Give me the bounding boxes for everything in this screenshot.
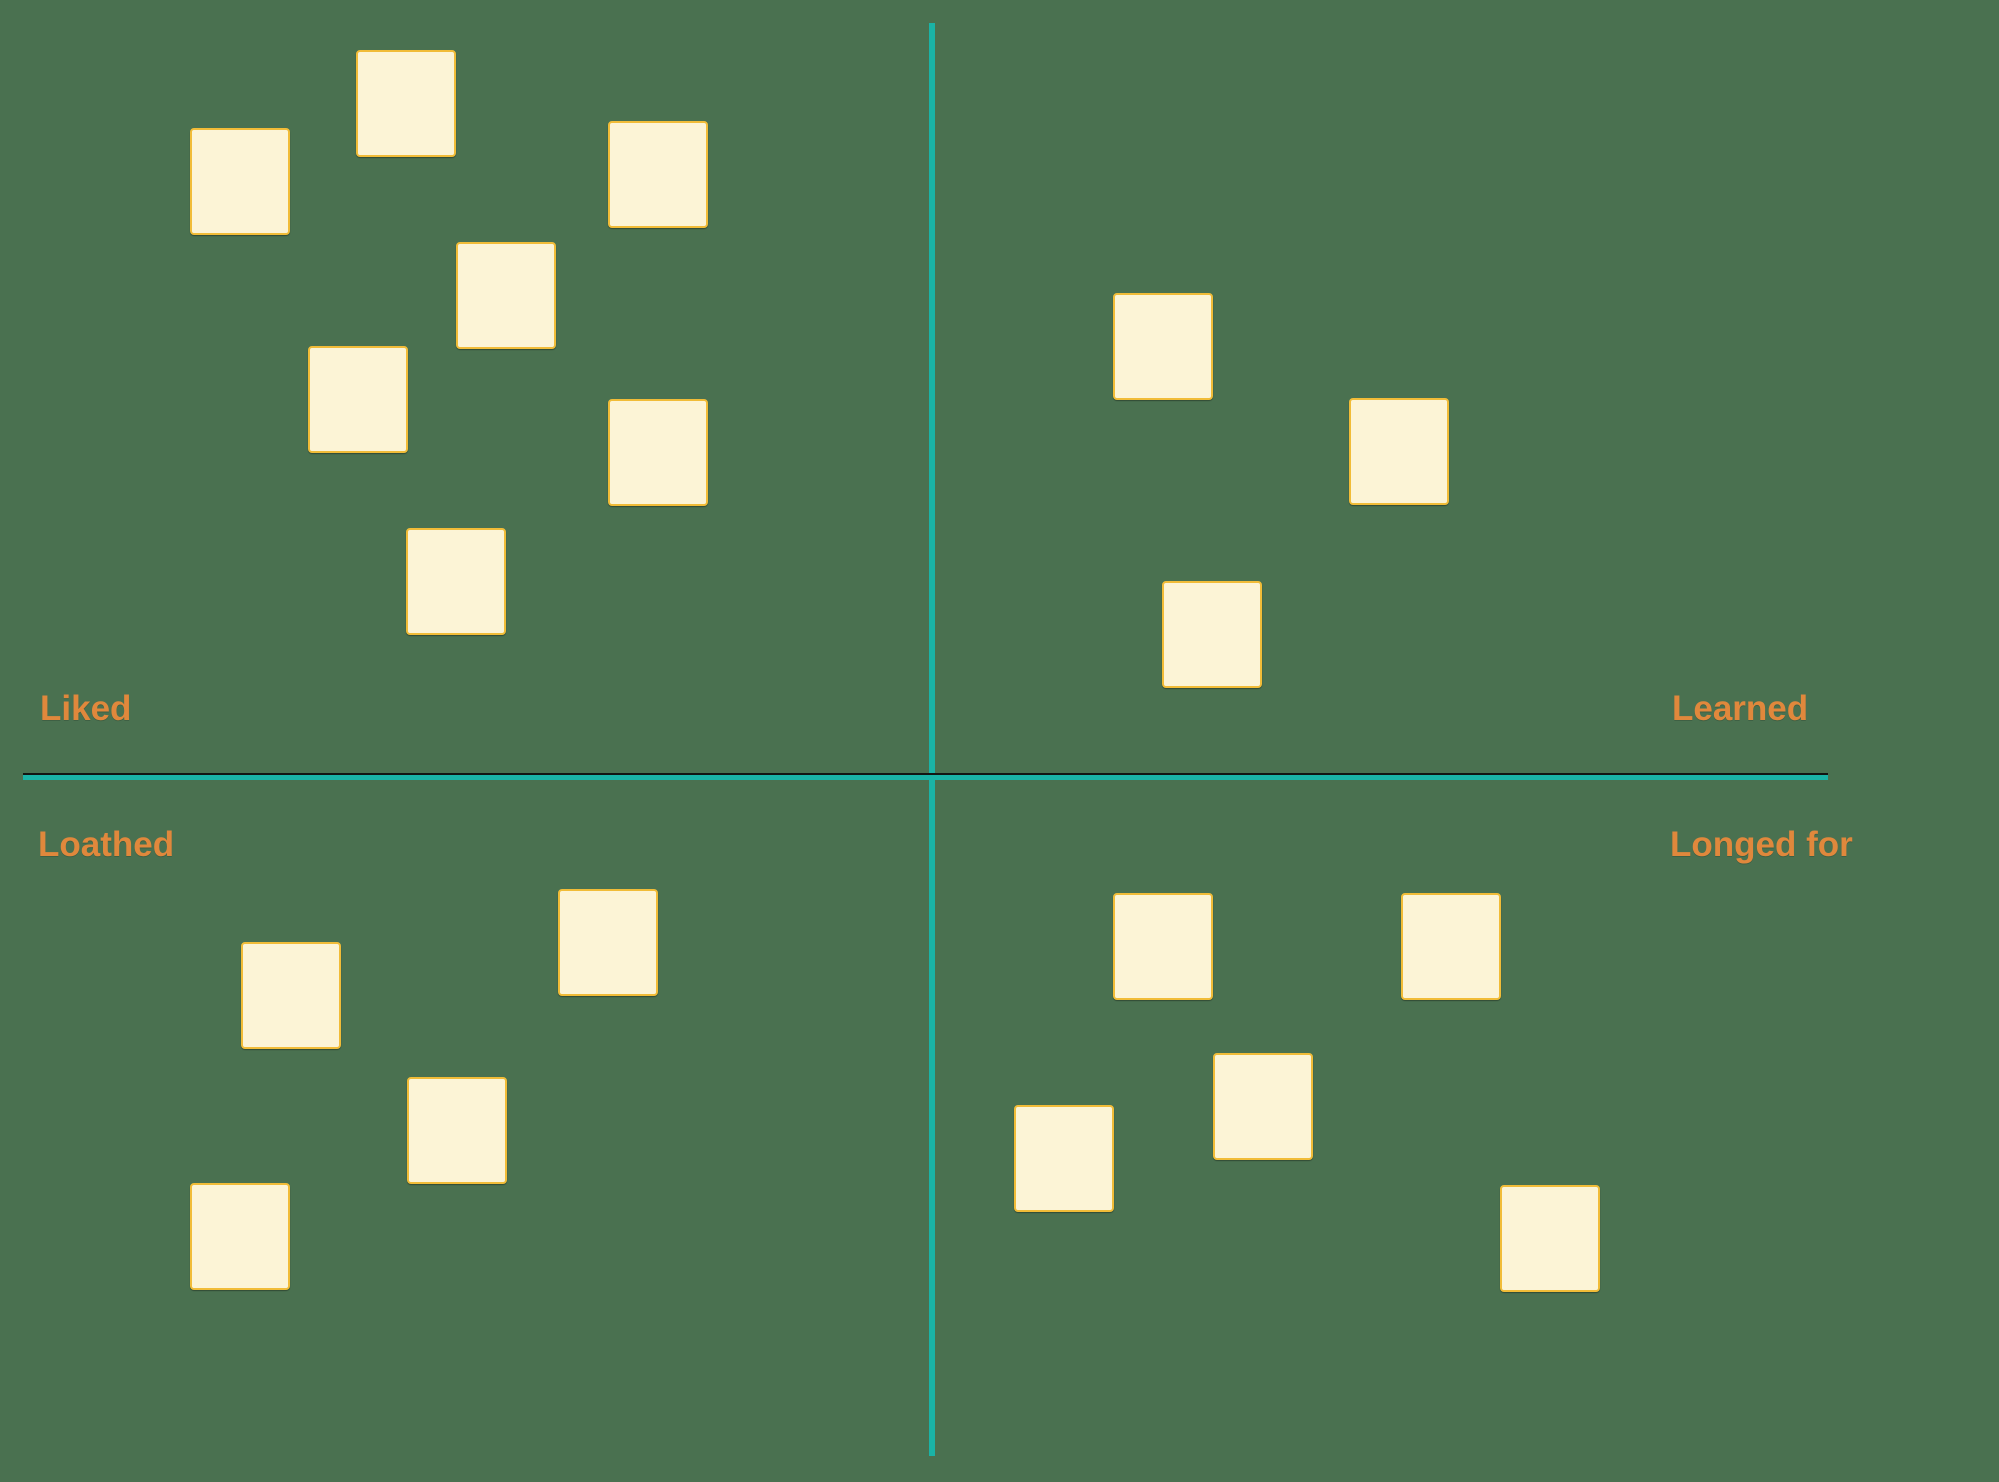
sticky-note[interactable] xyxy=(407,1077,507,1184)
sticky-note[interactable] xyxy=(1113,893,1213,1000)
sticky-note[interactable] xyxy=(1349,398,1449,505)
sticky-note[interactable] xyxy=(1213,1053,1313,1160)
sticky-note[interactable] xyxy=(1401,893,1501,1000)
sticky-note[interactable] xyxy=(608,399,708,506)
quadrant-label-liked: Liked xyxy=(40,689,132,728)
sticky-note[interactable] xyxy=(190,1183,290,1290)
sticky-note[interactable] xyxy=(406,528,506,635)
sticky-note[interactable] xyxy=(241,942,341,1049)
sticky-note[interactable] xyxy=(356,50,456,157)
sticky-note[interactable] xyxy=(1500,1185,1600,1292)
quadrant-label-learned: Learned xyxy=(1672,689,1809,728)
quadrant-label-loathed: Loathed xyxy=(38,825,175,864)
horizontal-axis-line xyxy=(23,773,1828,780)
sticky-note[interactable] xyxy=(608,121,708,228)
sticky-note[interactable] xyxy=(558,889,658,996)
vertical-axis-line xyxy=(929,23,935,1456)
sticky-note[interactable] xyxy=(190,128,290,235)
sticky-note[interactable] xyxy=(308,346,408,453)
quadrant-label-longed-for: Longed for xyxy=(1670,825,1853,864)
sticky-note[interactable] xyxy=(1162,581,1262,688)
sticky-note[interactable] xyxy=(1014,1105,1114,1212)
sticky-note[interactable] xyxy=(1113,293,1213,400)
sticky-note[interactable] xyxy=(456,242,556,349)
